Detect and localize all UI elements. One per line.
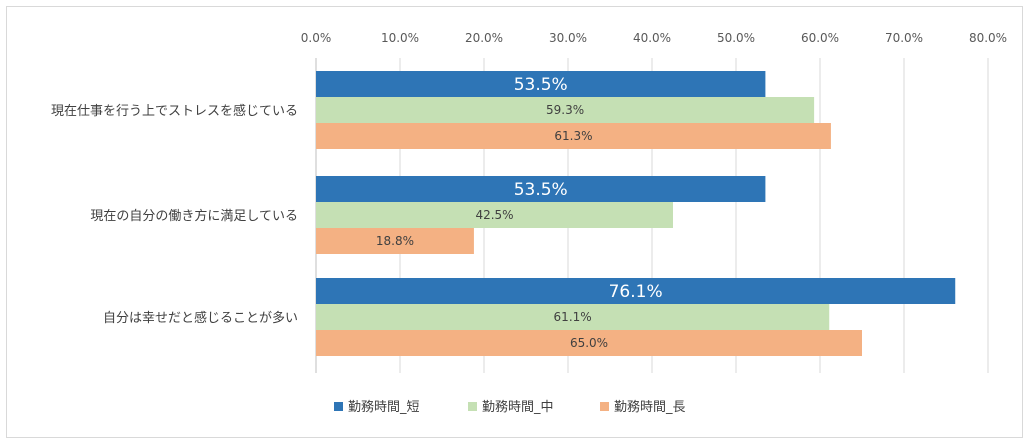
data-label: 61.1% (554, 310, 592, 324)
legend-label-long: 勤務時間_長 (614, 400, 686, 415)
data-label: 53.5% (514, 75, 568, 95)
category-label: 現在の自分の働き方に満足している (90, 208, 298, 224)
legend-swatch-short (334, 402, 343, 411)
x-tick-label: 80.0% (969, 31, 1007, 45)
x-tick-label: 20.0% (465, 31, 503, 45)
category-label: 現在仕事を行う上でストレスを感じている (51, 103, 298, 119)
x-tick-label: 40.0% (633, 31, 671, 45)
legend-label-mid: 勤務時間_中 (482, 400, 554, 415)
data-label: 59.3% (546, 103, 584, 117)
legend-swatch-long (600, 402, 609, 411)
category-labels: 現在仕事を行う上でストレスを感じている現在の自分の働き方に満足している自分は幸せ… (51, 103, 298, 326)
bar-long-2 (316, 330, 862, 356)
x-tick-label: 70.0% (885, 31, 923, 45)
data-label: 42.5% (475, 208, 513, 222)
legend-swatch-mid (468, 402, 477, 411)
bar-mid-1 (316, 202, 673, 228)
data-label: 61.3% (554, 129, 592, 143)
bar-short-1 (316, 176, 766, 202)
bar-long-1 (316, 228, 474, 254)
x-tick-label: 50.0% (717, 31, 755, 45)
x-tick-label: 60.0% (801, 31, 839, 45)
bar-mid-0 (316, 97, 815, 123)
data-label: 76.1% (609, 282, 663, 302)
data-label: 18.8% (376, 234, 414, 248)
x-axis-ticks: 0.0% 10.0% 20.0% 30.0% 40.0% 50.0% 60.0% 70.0% 8… (301, 31, 1007, 45)
x-tick-label: 0.0% (301, 31, 332, 45)
category-label: 自分は幸せだと感じることが多い (103, 310, 298, 326)
bars: 53.5%59.3%61.3%53.5%42.5%18.8%76.1%61.1%… (316, 71, 956, 356)
legend-label-short: 勤務時間_短 (348, 400, 420, 415)
legend: 勤務時間_短 勤務時間_中 勤務時間_長 (334, 400, 686, 415)
bar-short-2 (316, 278, 956, 304)
x-tick-label: 30.0% (549, 31, 587, 45)
x-tick-label: 10.0% (381, 31, 419, 45)
bar-short-0 (316, 71, 766, 97)
bar-mid-2 (316, 304, 830, 330)
data-label: 53.5% (514, 180, 568, 200)
data-label: 65.0% (570, 336, 608, 350)
bar-long-0 (316, 123, 831, 149)
